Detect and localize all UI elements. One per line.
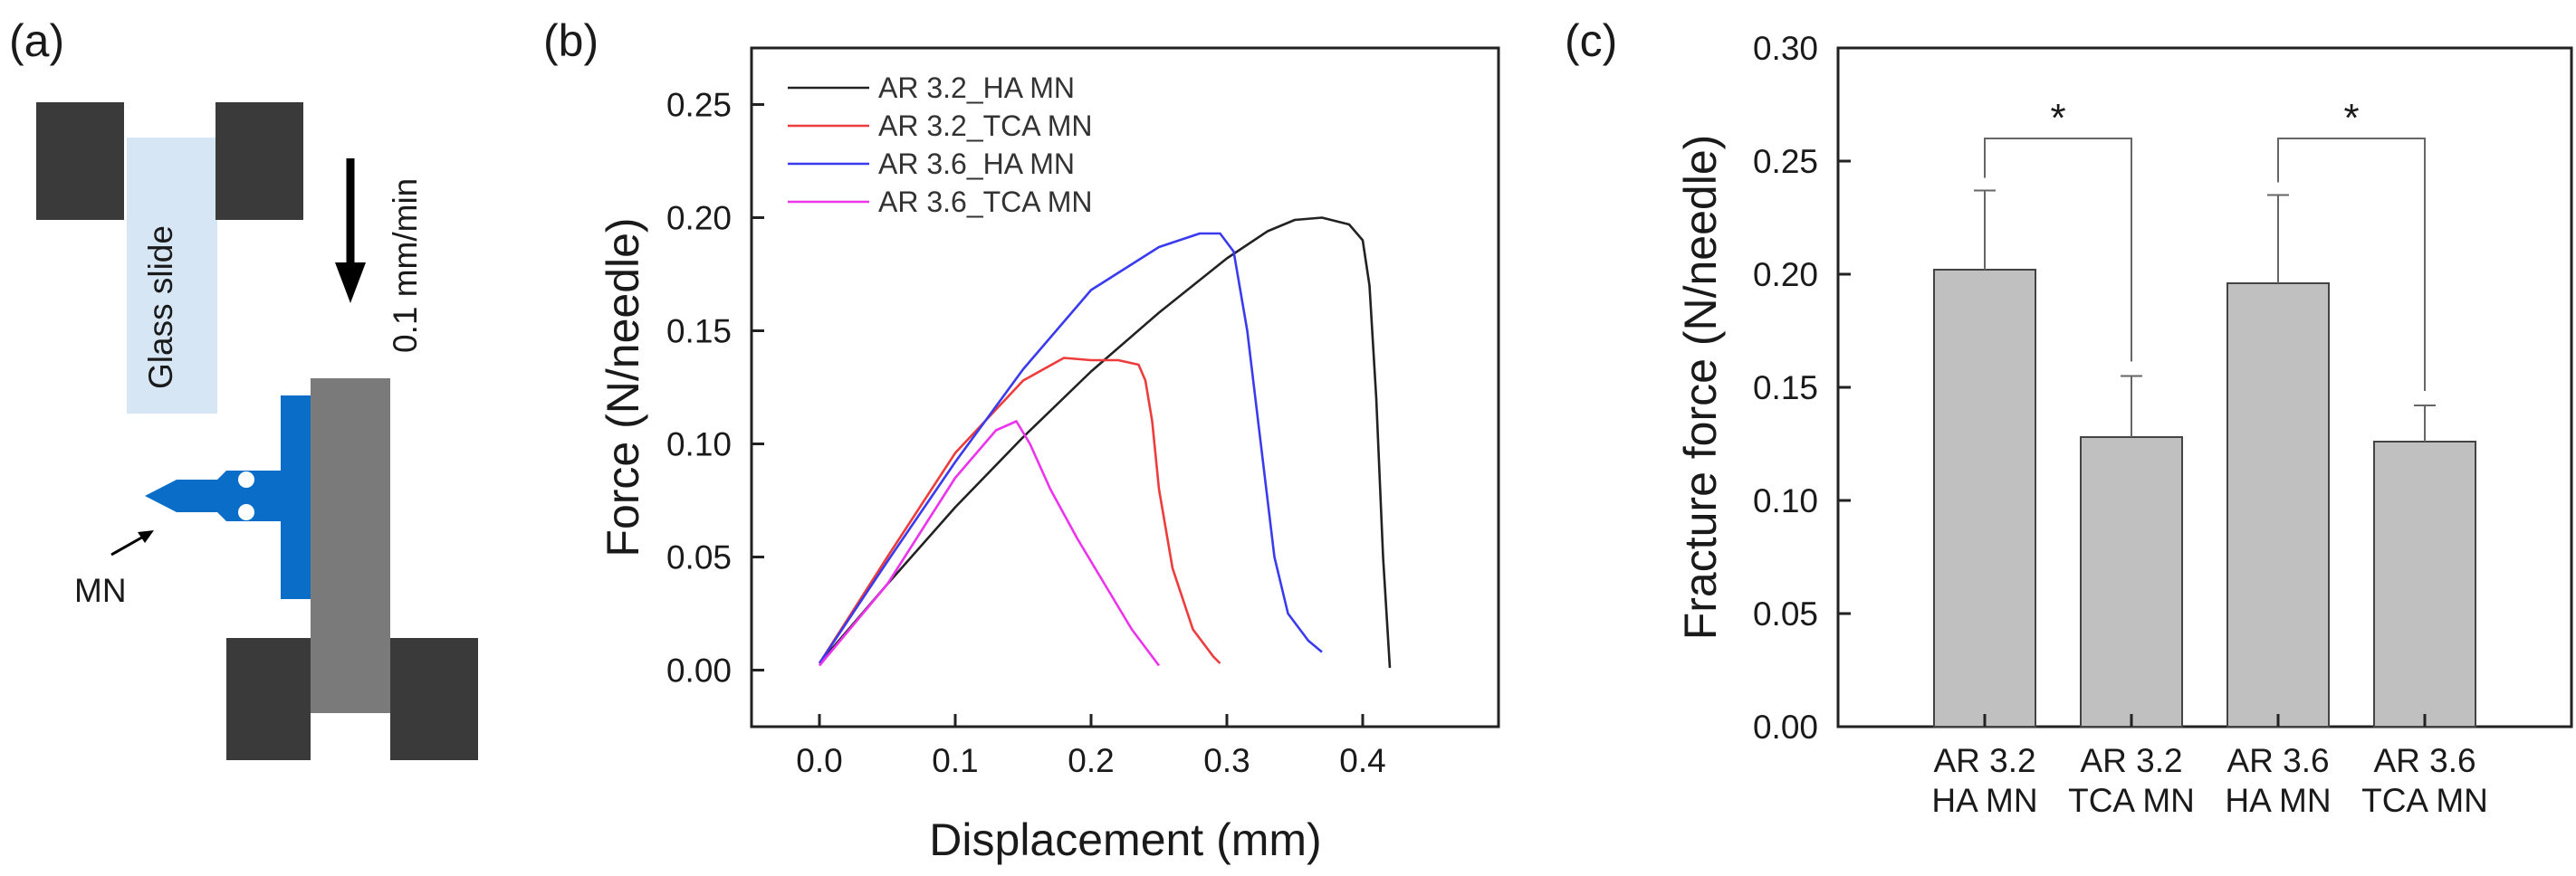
- glass-slide: [127, 138, 217, 414]
- sample-holder: [311, 378, 390, 713]
- bottom-grip-right: [390, 638, 478, 760]
- panel-c-y-tick-label: 0.05: [1753, 595, 1818, 633]
- panel-b-x-tick-label: 0.3: [1203, 742, 1250, 779]
- panel-c-bar: [2373, 441, 2476, 728]
- panel-c-y-tick-label: 0.10: [1753, 482, 1818, 519]
- panel-b-legend-label: AR 3.2_HA MN: [878, 71, 1075, 104]
- panel-c-y-tick-label: 0.15: [1753, 369, 1818, 406]
- panel-b-y-tick-label: 0.00: [666, 652, 732, 690]
- panel-b-x-tick-label: 0.4: [1339, 742, 1385, 779]
- panel-c-category-label: HA MN: [2225, 782, 2331, 819]
- panel-b-y-tick-label: 0.25: [666, 87, 732, 124]
- panel-b-y-tick-label: 0.20: [666, 200, 732, 237]
- panel-c-significance-star: *: [2343, 96, 2359, 140]
- panel-b-series-line-3: [818, 232, 1323, 664]
- panel-a-schematic: (a) Glass slide 0.1 mm/min MN: [9, 15, 478, 760]
- panel-b-label: (b): [543, 15, 599, 66]
- panel-c-category-label: AR 3.6: [2226, 742, 2329, 779]
- panel-c-bar: [2226, 282, 2330, 728]
- top-grip-right: [215, 102, 303, 220]
- panel-b-series-line-1: [819, 216, 1392, 669]
- panel-b-y-tick-label: 0.05: [666, 539, 732, 576]
- panel-b-x-tick-label: 0.1: [932, 742, 978, 779]
- top-grip-left: [36, 102, 124, 220]
- panel-b-y-tick-label: 0.10: [666, 426, 732, 463]
- panel-b-line-chart: (b) 0.00 0.05 0.10 0.15 0.20 0.25 0.0 0.1 0.2 0.…: [543, 15, 1500, 865]
- panel-c-category-label: TCA MN: [2361, 782, 2488, 819]
- panel-c-category-label: TCA MN: [2068, 782, 2195, 819]
- panel-b-series-line-4: [819, 420, 1161, 667]
- panel-b-y-tick-label: 0.15: [666, 313, 732, 350]
- panel-c-y-axis-title: Fracture force (N/needle): [1675, 135, 1726, 641]
- panel-b-legend-label: AR 3.2_TCA MN: [878, 110, 1093, 142]
- glass-slide-label: Glass slide: [142, 225, 179, 389]
- panel-c-category-label: HA MN: [1931, 782, 2037, 819]
- panel-b-x-tick-label: 0.0: [796, 742, 842, 779]
- panel-c-category-label: AR 3.2: [1933, 742, 2035, 779]
- panel-a-label: (a): [9, 15, 64, 66]
- panel-b-plot-frame: [750, 46, 1500, 728]
- panel-b-x-tick-label: 0.2: [1068, 742, 1114, 779]
- mn-label: MN: [74, 572, 127, 609]
- panel-b-series-line-2: [818, 357, 1221, 664]
- panel-b-y-axis-title: Force (N/needle): [598, 217, 648, 557]
- down-arrow-icon: [335, 158, 366, 303]
- panel-b-legend-label: AR 3.6_HA MN: [878, 148, 1075, 180]
- panel-c-bar: [1933, 269, 2036, 728]
- panel-c-significance-bracket: [1984, 138, 2132, 362]
- panel-b-x-axis-title: Displacement (mm): [929, 814, 1321, 865]
- mn-pointer-icon: [110, 530, 154, 557]
- bottom-grip-left: [226, 638, 311, 760]
- panel-b-legend-label: AR 3.6_TCA MN: [878, 186, 1093, 218]
- panel-c-y-tick-label: 0.20: [1753, 256, 1818, 293]
- panel-c-significance-bracket: [2277, 138, 2426, 391]
- panel-c-category-label: AR 3.6: [2373, 742, 2475, 779]
- speed-label: 0.1 mm/min: [387, 178, 424, 353]
- panel-c-y-tick-label: 0.00: [1753, 709, 1818, 746]
- panel-c-bar: [2080, 436, 2183, 728]
- panel-c-category-label: AR 3.2: [2080, 742, 2182, 779]
- microneedle-icon: [145, 395, 312, 599]
- panel-c-y-tick-label: 0.30: [1753, 30, 1818, 67]
- panel-c-significance-star: *: [2050, 96, 2065, 140]
- panel-c-y-tick-label: 0.25: [1753, 143, 1818, 180]
- panel-c-bar-chart: (c) 0.000.050.100.150.200.250.30 AR 3.2H…: [1565, 15, 2573, 819]
- panel-c-label: (c): [1565, 15, 1617, 66]
